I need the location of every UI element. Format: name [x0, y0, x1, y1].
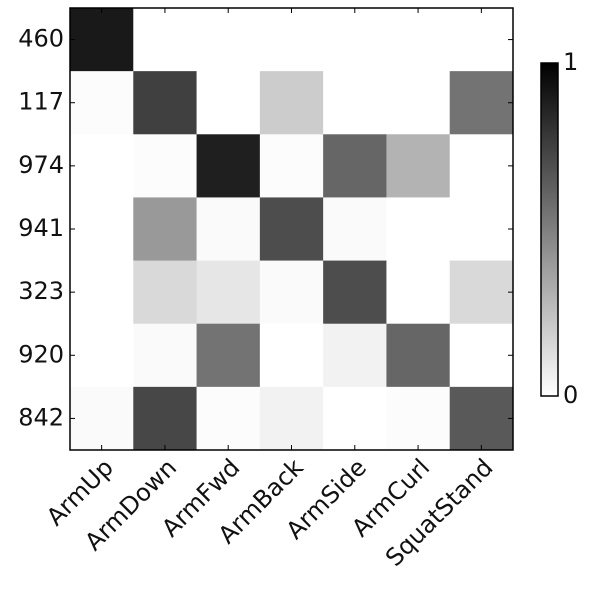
heatmap-cell [259, 71, 324, 135]
heatmap-cell [196, 323, 261, 388]
heatmap-cell [386, 323, 451, 388]
heatmap-cell [323, 197, 387, 262]
y-tick-label: 941 [18, 214, 64, 242]
heatmap-cell [449, 197, 514, 262]
heatmap-cell [386, 8, 451, 72]
heatmap-cell [259, 197, 324, 262]
heatmap-cell [70, 386, 134, 451]
colorbar [540, 62, 559, 397]
heatmap-cell [259, 8, 324, 72]
heatmap-cell [70, 134, 134, 198]
heatmap-cell [196, 8, 261, 72]
heatmap-cell [449, 71, 514, 135]
heatmap-cell [196, 71, 261, 135]
y-tick-label: 920 [18, 340, 64, 368]
heatmap-cell [133, 134, 198, 198]
heatmap-cell [133, 71, 198, 135]
heatmap-cell [70, 8, 134, 72]
y-tick-label: 842 [18, 403, 64, 431]
heatmap-cell [386, 71, 451, 135]
heatmap-cell [449, 260, 514, 325]
heatmap-cell [133, 260, 198, 325]
y-tick-label: 323 [18, 277, 64, 305]
heatmap-cell [386, 197, 451, 262]
heatmap-cell [386, 260, 451, 325]
heatmap-cell [449, 386, 514, 451]
heatmap-cell [323, 260, 387, 325]
heatmap-cell [323, 134, 387, 198]
heatmap-cell [449, 8, 514, 72]
heatmap-cell [70, 260, 134, 325]
heatmap-cell [133, 197, 198, 262]
heatmap-cell [259, 323, 324, 388]
y-tick-label: 460 [18, 25, 64, 53]
heatmap-cell [70, 323, 134, 388]
heatmap-cell [133, 8, 198, 72]
heatmap-cell [449, 134, 514, 198]
heatmap-cell [323, 386, 387, 451]
heatmap-cell [70, 71, 134, 135]
colorbar-tick-label: 1 [563, 48, 578, 76]
colorbar-tick-label: 0 [563, 381, 578, 409]
heatmap-cell [133, 386, 198, 451]
heatmap-cell [259, 134, 324, 198]
heatmap-cell [259, 386, 324, 451]
heatmap-cell [323, 8, 387, 72]
heatmap-cell [70, 197, 134, 262]
heatmap-cell [386, 386, 451, 451]
heatmap-cell [386, 134, 451, 198]
heatmap-cell [323, 323, 387, 388]
heatmap-cell [196, 134, 261, 198]
y-tick-label: 117 [18, 88, 64, 116]
heatmap-cell [196, 197, 261, 262]
heatmap-cell [323, 71, 387, 135]
heatmap-cell [196, 260, 261, 325]
heatmap-cell [449, 323, 514, 388]
y-tick-label: 974 [18, 151, 64, 179]
heatmap-cell [196, 386, 261, 451]
heatmap-cell [133, 323, 198, 388]
heatmap-cell [259, 260, 324, 325]
